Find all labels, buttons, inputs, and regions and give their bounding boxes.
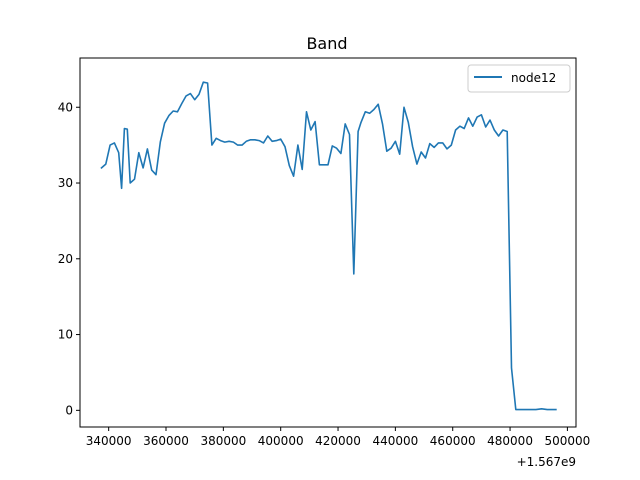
y-axis: 0 10 20 30 40	[58, 100, 80, 417]
y-tick-label: 40	[58, 100, 73, 114]
axes-frame	[79, 57, 577, 428]
y-tick-label: 30	[58, 176, 73, 190]
x-tick-label: 460000	[430, 434, 476, 448]
series-line-node12	[100, 81, 557, 411]
y-tick-label: 10	[58, 328, 73, 342]
x-tick-label: 400000	[258, 434, 304, 448]
x-axis: 340000 360000 380000 400000 420000 440000 4600…	[86, 427, 590, 448]
x-tick-label: 440000	[372, 434, 418, 448]
legend-frame	[467, 64, 571, 93]
x-tick-label: 420000	[315, 434, 361, 448]
x-axis-offset-label: +1.567e9	[517, 455, 576, 469]
plot-area	[100, 81, 557, 411]
legend: node12	[467, 64, 571, 93]
chart-title: Band	[306, 34, 347, 53]
y-tick-label: 20	[58, 252, 73, 266]
x-tick-label: 360000	[143, 434, 189, 448]
y-tick-label: 0	[65, 403, 73, 417]
x-tick-label: 380000	[200, 434, 246, 448]
x-tick-label: 480000	[487, 434, 533, 448]
x-tick-label: 340000	[86, 434, 132, 448]
legend-label-node12: node12	[511, 71, 556, 85]
x-tick-label: 500000	[544, 434, 590, 448]
